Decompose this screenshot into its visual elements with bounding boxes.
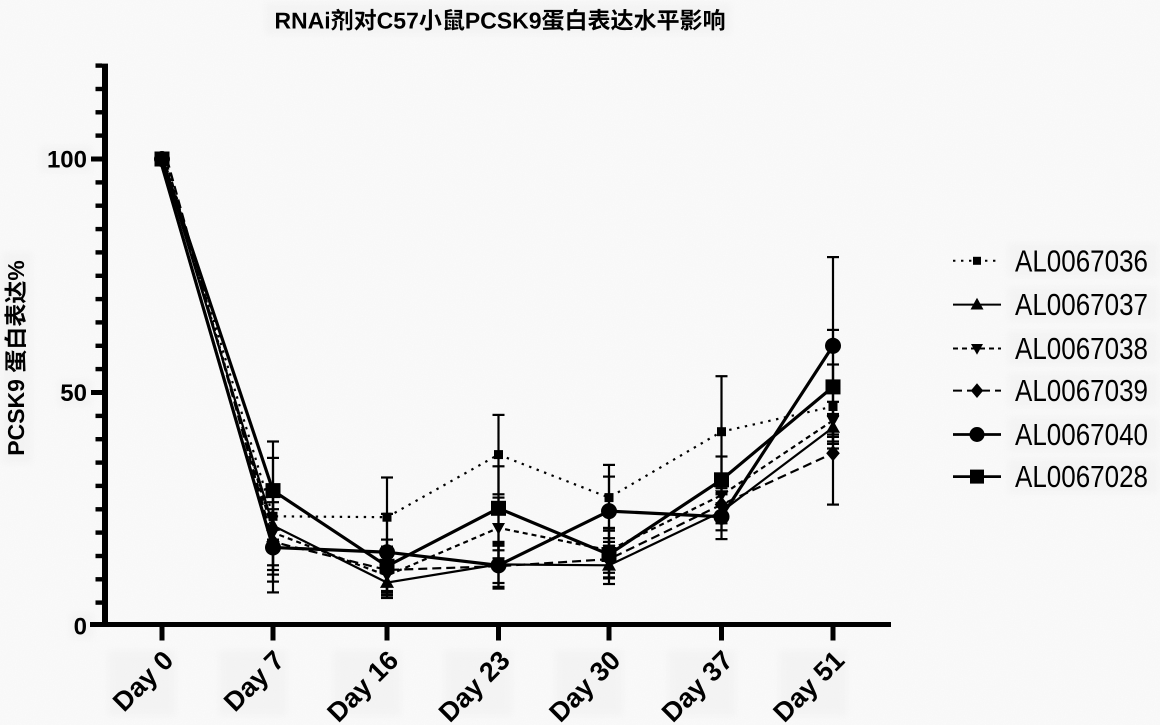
svg-text:AL0067040: AL0067040 [1015, 417, 1148, 452]
svg-text:100: 100 [47, 147, 87, 174]
svg-text:AL0067039: AL0067039 [1015, 373, 1148, 408]
svg-text:AL0067038: AL0067038 [1015, 331, 1148, 366]
svg-text:AL0067036: AL0067036 [1015, 243, 1148, 278]
svg-text:AL0067028: AL0067028 [1015, 459, 1148, 494]
svg-text:AL0067037: AL0067037 [1015, 287, 1148, 322]
svg-text:0: 0 [74, 614, 87, 641]
svg-text:50: 50 [60, 380, 87, 407]
